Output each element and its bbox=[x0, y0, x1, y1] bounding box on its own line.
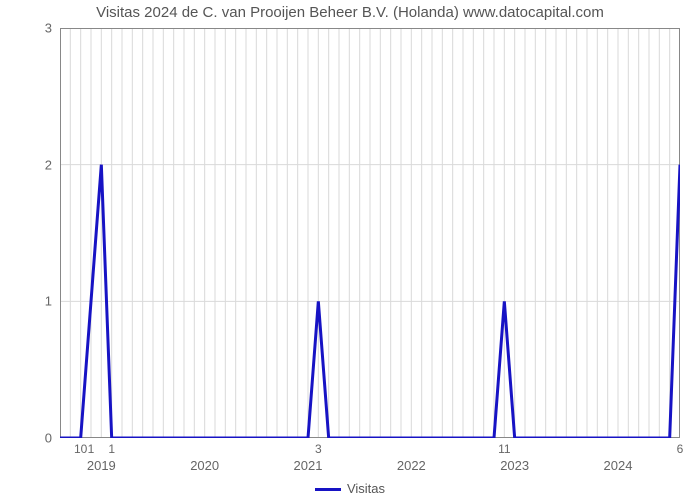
x-tick-label: 2022 bbox=[397, 458, 426, 473]
x-tick-label: 2024 bbox=[604, 458, 633, 473]
point-value-label: 3 bbox=[315, 442, 322, 456]
point-value-label: 6 bbox=[677, 442, 684, 456]
y-tick-label: 0 bbox=[45, 431, 52, 446]
y-tick-label: 2 bbox=[45, 157, 52, 172]
x-tick-label: 2019 bbox=[87, 458, 116, 473]
chart-svg bbox=[60, 28, 680, 438]
x-tick-label: 2020 bbox=[190, 458, 219, 473]
legend-label: Visitas bbox=[347, 481, 385, 496]
y-tick-label: 3 bbox=[45, 21, 52, 36]
chart-title: Visitas 2024 de C. van Prooijen Beheer B… bbox=[0, 4, 700, 21]
y-tick-label: 1 bbox=[45, 294, 52, 309]
point-value-label: 10 bbox=[74, 442, 87, 456]
legend-swatch bbox=[315, 488, 341, 491]
plot-area: 012320192020202120222023202410113116 bbox=[60, 28, 680, 438]
x-tick-label: 2023 bbox=[500, 458, 529, 473]
chart-container: Visitas 2024 de C. van Prooijen Beheer B… bbox=[0, 0, 700, 500]
point-value-label: 11 bbox=[498, 442, 510, 456]
point-value-label: 1 bbox=[88, 442, 95, 456]
x-tick-label: 2021 bbox=[294, 458, 323, 473]
legend: Visitas bbox=[0, 481, 700, 496]
point-value-label: 1 bbox=[108, 442, 115, 456]
